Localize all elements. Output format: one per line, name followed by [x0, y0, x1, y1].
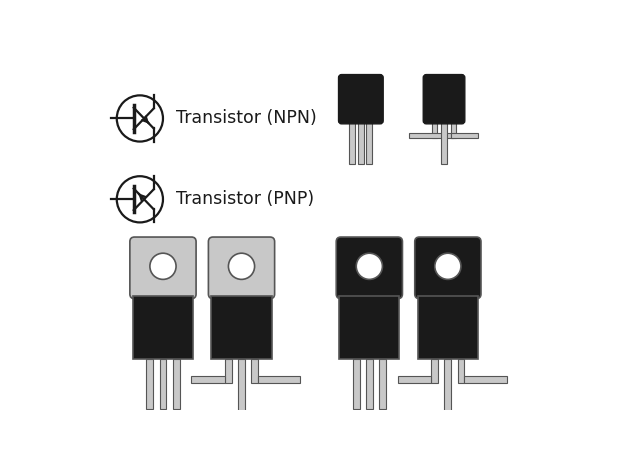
Bar: [160, 359, 167, 409]
Text: Transistor (NPN): Transistor (NPN): [176, 109, 317, 127]
Bar: [409, 133, 453, 138]
Circle shape: [150, 253, 176, 279]
Bar: [451, 122, 456, 138]
Bar: [133, 296, 193, 359]
Circle shape: [435, 253, 461, 279]
Bar: [379, 359, 386, 409]
FancyBboxPatch shape: [339, 75, 383, 124]
Bar: [192, 377, 225, 384]
Bar: [366, 359, 373, 409]
Bar: [212, 296, 272, 359]
Bar: [251, 359, 258, 384]
Bar: [339, 296, 399, 359]
Circle shape: [228, 253, 255, 279]
Bar: [349, 122, 356, 164]
FancyBboxPatch shape: [415, 237, 481, 299]
FancyBboxPatch shape: [208, 237, 275, 299]
FancyBboxPatch shape: [336, 237, 403, 299]
Bar: [258, 377, 300, 384]
Bar: [464, 377, 507, 384]
Bar: [353, 359, 360, 409]
Bar: [451, 133, 478, 138]
Bar: [444, 359, 451, 413]
Bar: [418, 296, 478, 359]
Circle shape: [356, 253, 382, 279]
Bar: [173, 359, 180, 409]
FancyBboxPatch shape: [130, 237, 196, 299]
Text: Transistor (PNP): Transistor (PNP): [176, 190, 314, 208]
Bar: [398, 377, 431, 384]
Bar: [432, 122, 438, 138]
Bar: [358, 122, 364, 164]
Bar: [431, 359, 438, 384]
Bar: [458, 359, 464, 384]
Bar: [366, 122, 372, 164]
FancyBboxPatch shape: [423, 75, 465, 124]
Bar: [225, 359, 232, 384]
Bar: [238, 359, 245, 413]
Bar: [146, 359, 153, 409]
Bar: [441, 122, 447, 164]
